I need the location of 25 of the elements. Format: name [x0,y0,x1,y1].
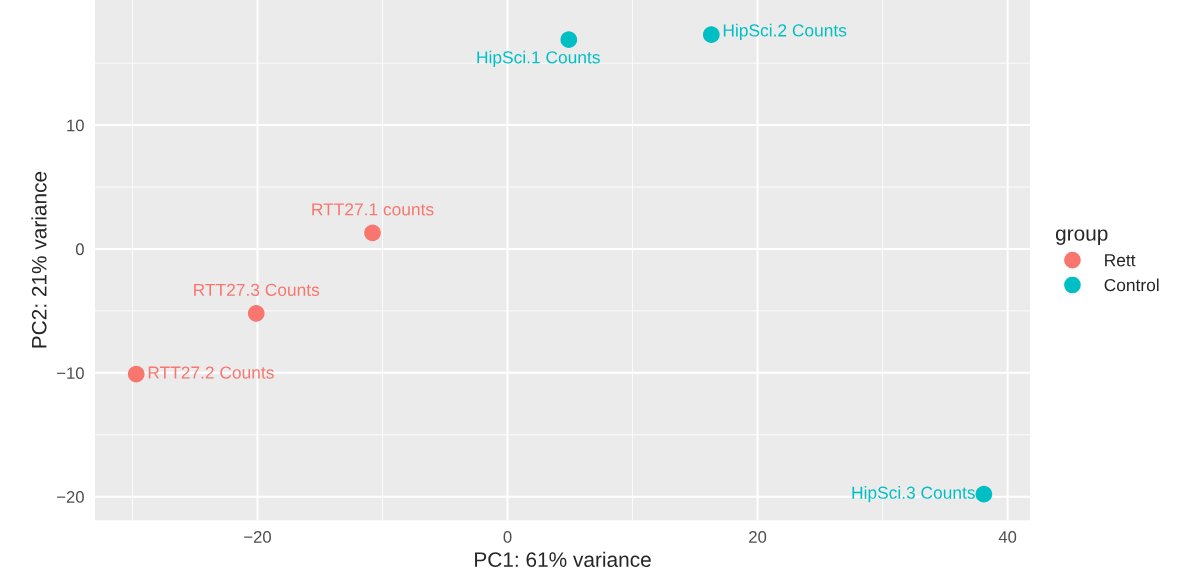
point [560,31,578,48]
x-tick-label: 20 [749,531,767,543]
y-tick-label: 0 [75,243,84,256]
x-axis-title: PC1: 61% variance [475,551,651,568]
y-axis-title: PC2: 21% variance [31,171,47,348]
annotation: HipSci.3 Counts [852,486,975,503]
y-tick-label: −10 [57,367,84,380]
point [702,26,720,44]
x-tick-label: −20 [244,531,271,543]
annotation: HipSci.2 Counts [723,23,847,40]
legend-title: group [1055,229,1108,245]
y-tick-label: 10 [67,119,84,132]
annotation: RTT27.3 Counts [194,283,320,297]
annotation: HipSci.1 Counts [477,50,600,67]
x-tick-label: 0 [503,531,512,543]
annotation: RTT27.1 counts [312,203,434,216]
annotation: RTT27.2 Counts [148,366,274,379]
point [975,485,993,503]
legend-label: Control [1104,278,1159,292]
y-tick-label: −20 [57,491,84,503]
point [247,305,265,322]
x-tick-label: 40 [998,531,1017,543]
legend-label: Rett [1105,254,1136,267]
point [127,365,145,383]
point [364,224,381,242]
